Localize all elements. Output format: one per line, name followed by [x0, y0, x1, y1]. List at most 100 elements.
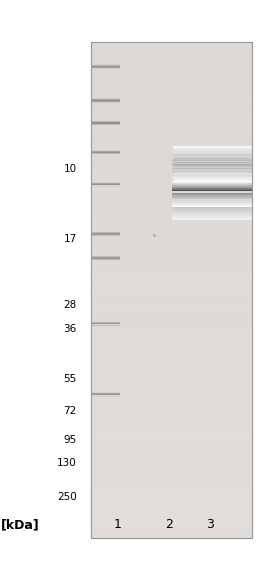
- Bar: [91, 216, 252, 222]
- Bar: [172, 171, 252, 172]
- Bar: [91, 191, 252, 197]
- Bar: [172, 167, 252, 168]
- Bar: [91, 98, 252, 104]
- Bar: [91, 61, 252, 67]
- Bar: [172, 212, 252, 213]
- Bar: [173, 169, 252, 170]
- Bar: [172, 161, 252, 162]
- Bar: [91, 395, 252, 401]
- Bar: [91, 432, 252, 439]
- Bar: [91, 370, 252, 377]
- Bar: [172, 214, 252, 215]
- Bar: [172, 205, 252, 206]
- Bar: [91, 86, 252, 92]
- Bar: [172, 203, 252, 204]
- Bar: [91, 358, 252, 364]
- Bar: [91, 55, 252, 61]
- Bar: [91, 48, 252, 55]
- Bar: [172, 216, 252, 217]
- Bar: [91, 259, 252, 265]
- Bar: [91, 426, 252, 432]
- Bar: [91, 148, 252, 154]
- Bar: [91, 439, 252, 445]
- Bar: [91, 470, 252, 476]
- Bar: [91, 240, 252, 247]
- Bar: [172, 213, 252, 214]
- Bar: [172, 208, 252, 209]
- Bar: [174, 156, 252, 157]
- Text: 130: 130: [57, 458, 77, 468]
- Bar: [91, 160, 252, 166]
- Bar: [173, 174, 252, 175]
- Bar: [91, 482, 252, 488]
- Text: 10: 10: [64, 164, 77, 174]
- Bar: [91, 67, 252, 73]
- Bar: [91, 197, 252, 203]
- Bar: [91, 420, 252, 426]
- Bar: [91, 42, 252, 48]
- Bar: [91, 408, 252, 414]
- Bar: [91, 501, 252, 507]
- Bar: [91, 321, 252, 327]
- Text: 36: 36: [63, 324, 77, 334]
- Bar: [173, 157, 252, 158]
- Bar: [173, 162, 252, 163]
- Bar: [91, 401, 252, 408]
- Bar: [91, 117, 252, 123]
- Bar: [91, 284, 252, 290]
- Text: 55: 55: [63, 374, 77, 384]
- Bar: [91, 234, 252, 240]
- Bar: [91, 296, 252, 302]
- Bar: [91, 92, 252, 98]
- Bar: [172, 209, 252, 210]
- Bar: [91, 457, 252, 463]
- Bar: [91, 110, 252, 117]
- Bar: [172, 217, 252, 218]
- Bar: [172, 168, 252, 169]
- Bar: [91, 315, 252, 321]
- Text: 2: 2: [165, 518, 173, 531]
- Bar: [172, 177, 252, 178]
- Bar: [91, 42, 252, 538]
- Bar: [91, 309, 252, 315]
- Bar: [172, 178, 252, 179]
- Bar: [91, 507, 252, 513]
- Bar: [174, 180, 252, 181]
- Bar: [91, 451, 252, 457]
- Bar: [173, 148, 252, 149]
- Bar: [91, 73, 252, 79]
- Text: 3: 3: [206, 518, 214, 531]
- Bar: [172, 218, 252, 219]
- Bar: [91, 352, 252, 358]
- Bar: [91, 333, 252, 339]
- Bar: [91, 463, 252, 470]
- Bar: [172, 206, 252, 207]
- Bar: [172, 207, 252, 208]
- Bar: [174, 166, 252, 167]
- Bar: [173, 160, 252, 161]
- Bar: [91, 265, 252, 271]
- Bar: [91, 104, 252, 110]
- Bar: [91, 327, 252, 333]
- Text: 72: 72: [63, 406, 77, 416]
- Text: 250: 250: [57, 491, 77, 502]
- Bar: [173, 175, 252, 176]
- Bar: [91, 383, 252, 389]
- Bar: [91, 494, 252, 501]
- Bar: [91, 141, 252, 148]
- Bar: [172, 152, 252, 153]
- Bar: [91, 228, 252, 234]
- Bar: [91, 172, 252, 178]
- Bar: [91, 166, 252, 172]
- Bar: [173, 173, 252, 174]
- Bar: [91, 129, 252, 135]
- Bar: [91, 135, 252, 141]
- Text: 95: 95: [63, 435, 77, 445]
- Text: 17: 17: [63, 234, 77, 244]
- Bar: [91, 203, 252, 209]
- Bar: [91, 42, 252, 538]
- Bar: [174, 179, 252, 180]
- Bar: [172, 211, 252, 212]
- Text: [kDa]: [kDa]: [1, 518, 40, 531]
- Bar: [91, 488, 252, 494]
